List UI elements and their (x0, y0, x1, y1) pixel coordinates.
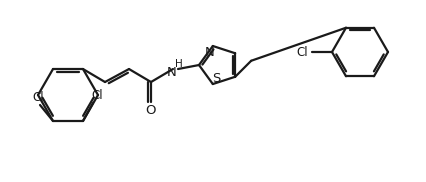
Text: O: O (146, 104, 156, 116)
Text: S: S (212, 72, 220, 85)
Text: Cl: Cl (91, 90, 103, 102)
Text: Cl: Cl (32, 92, 44, 104)
Text: N: N (205, 46, 215, 60)
Text: N: N (167, 66, 177, 78)
Text: Cl: Cl (296, 46, 308, 58)
Text: H: H (175, 59, 183, 69)
